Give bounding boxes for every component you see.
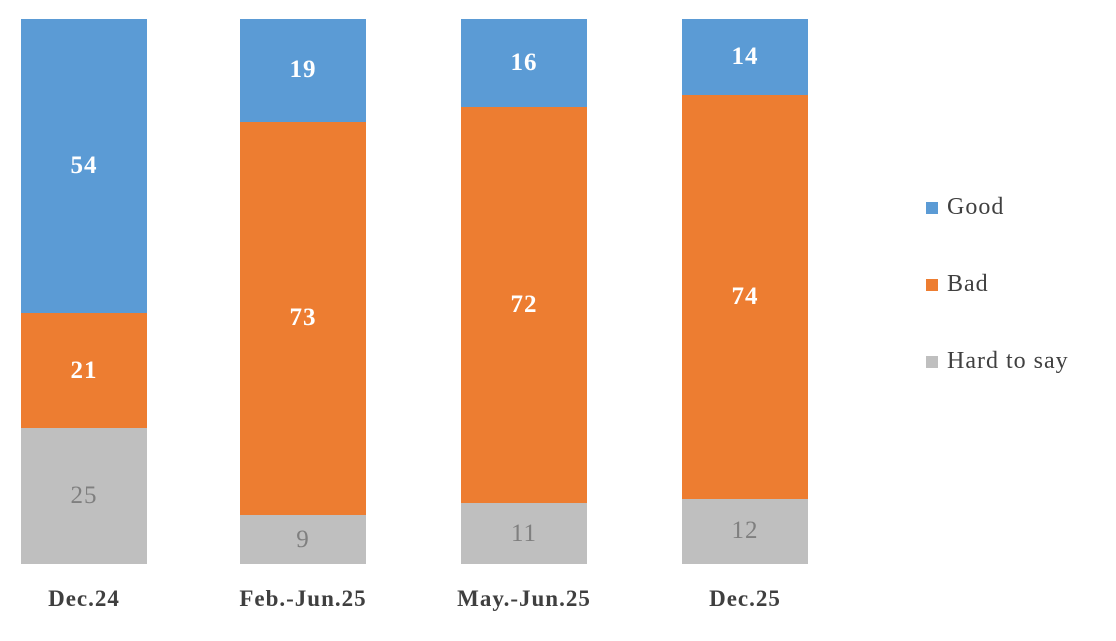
segment-hard-to-say: 9 <box>240 515 366 564</box>
data-label: 25 <box>70 481 98 509</box>
segment-hard-to-say: 11 <box>461 503 587 564</box>
bar-may-jun25: 16 72 11 <box>461 19 587 564</box>
hard-to-say-swatch-icon <box>926 355 938 368</box>
segment-bad: 74 <box>682 95 808 499</box>
legend-label-hard-to-say: Hard to say <box>947 348 1069 374</box>
good-swatch-icon <box>926 201 938 214</box>
segment-good: 14 <box>682 19 808 96</box>
segment-bad: 73 <box>240 121 366 516</box>
legend: Good Bad Hard to say <box>926 194 1069 425</box>
data-label: 9 <box>296 525 310 553</box>
bar-dec25: 14 74 12 <box>682 19 808 564</box>
data-label: 21 <box>70 356 98 384</box>
data-label: 72 <box>510 291 538 319</box>
data-label: 11 <box>510 519 538 547</box>
bar-dec24: 54 21 25 <box>21 19 147 564</box>
category-label-feb-jun25: Feb.-Jun.25 <box>239 586 367 611</box>
segment-hard-to-say: 25 <box>21 427 147 564</box>
data-label: 74 <box>731 282 759 310</box>
data-label: 14 <box>731 43 759 71</box>
bad-swatch-icon <box>926 278 938 291</box>
legend-label-bad: Bad <box>947 271 989 297</box>
bar-feb-jun25: 19 73 9 <box>240 19 366 564</box>
legend-label-good: Good <box>947 194 1005 220</box>
segment-good: 19 <box>240 19 366 122</box>
data-label: 12 <box>731 517 759 545</box>
legend-item-bad: Bad <box>926 271 1069 298</box>
data-label: 73 <box>289 304 317 332</box>
category-label-may-jun25: May.-Jun.25 <box>457 586 591 611</box>
legend-item-hard-to-say: Hard to say <box>926 348 1069 375</box>
segment-good: 16 <box>461 19 587 108</box>
segment-good: 54 <box>21 19 147 314</box>
category-label-dec25: Dec.25 <box>709 586 781 611</box>
segment-bad: 72 <box>461 107 587 504</box>
plot-area: 54 21 25 19 73 9 16 72 11 14 74 12 <box>21 19 808 564</box>
category-label-dec24: Dec.24 <box>48 586 120 611</box>
segment-hard-to-say: 12 <box>682 498 808 564</box>
data-label: 16 <box>510 49 538 77</box>
category-axis: Dec.24 Feb.-Jun.25 May.-Jun.25 Dec.25 <box>48 586 781 611</box>
data-label: 54 <box>70 152 98 180</box>
data-label: 19 <box>289 56 317 84</box>
legend-item-good: Good <box>926 194 1069 221</box>
segment-bad: 21 <box>21 313 147 428</box>
